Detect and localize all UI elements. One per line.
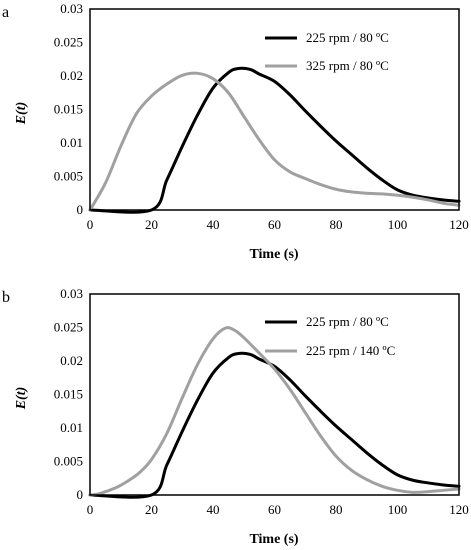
y-tick-label-a-5: 0.025 <box>54 35 83 50</box>
y-tick-label-a-6: 0.03 <box>60 1 83 16</box>
x-tick-label-a-0: 0 <box>87 217 94 232</box>
chart-panel-a: a 0 0.005 0.01 0.015 0.02 0.025 0.03 0 20 40 60 80… <box>2 1 469 262</box>
x-tick-label-a-6: 120 <box>449 217 469 232</box>
x-tick-label-b-2: 40 <box>207 502 220 517</box>
x-tick-label-b-0: 0 <box>87 502 94 517</box>
series-line-a-0 <box>88 66 461 214</box>
y-tick-label-a-4: 0.02 <box>60 68 83 83</box>
x-tick-label-b-4: 80 <box>330 502 343 517</box>
chart-panel-b: b 0 0.005 0.01 0.015 0.02 0.025 0.03 0 20 40 60 80… <box>2 286 469 547</box>
plot-frame-a <box>89 8 460 211</box>
series-line-a-1 <box>88 71 461 212</box>
y-tick-label-b-4: 0.02 <box>60 353 83 368</box>
y-axis-title-a: E(t) <box>14 102 29 126</box>
y-axis-title-b: E(t) <box>14 387 29 411</box>
series-line-b-1 <box>88 326 461 497</box>
y-tick-label-b-1: 0.005 <box>54 454 83 469</box>
panel-letter-a: a <box>2 4 9 21</box>
legend-label-a-1: 325 rpm / 80 ºC <box>306 58 389 73</box>
x-tick-label-a-1: 20 <box>145 217 158 232</box>
legend-label-b-0: 225 rpm / 80 ºC <box>306 314 389 329</box>
y-tick-label-a-0: 0 <box>77 202 84 217</box>
y-tick-label-a-1: 0.005 <box>54 169 83 184</box>
series-line-b-0 <box>88 351 461 499</box>
x-axis-title-a: Time (s) <box>249 247 298 262</box>
legend-b: 225 rpm / 80 ºC 225 rpm / 140 ºC <box>265 314 395 358</box>
legend-label-a-0: 225 rpm / 80 ºC <box>306 30 389 45</box>
legend-label-b-1: 225 rpm / 140 ºC <box>306 343 395 358</box>
x-tick-label-b-1: 20 <box>145 502 158 517</box>
y-tick-label-a-3: 0.015 <box>54 102 83 117</box>
y-tick-label-b-3: 0.015 <box>54 387 83 402</box>
x-tick-label-b-6: 120 <box>449 502 469 517</box>
x-tick-label-b-3: 60 <box>268 502 281 517</box>
x-axis-title-b: Time (s) <box>249 532 298 547</box>
y-tick-label-a-2: 0.01 <box>60 135 83 150</box>
y-tick-label-b-5: 0.025 <box>54 320 83 335</box>
y-tick-label-b-2: 0.01 <box>60 420 83 435</box>
x-tick-label-a-2: 40 <box>207 217 220 232</box>
y-tick-label-b-6: 0.03 <box>60 286 83 301</box>
x-tick-label-b-5: 100 <box>388 502 408 517</box>
panel-letter-b: b <box>2 289 10 306</box>
x-tick-label-a-3: 60 <box>268 217 281 232</box>
y-tick-label-b-0: 0 <box>77 487 84 502</box>
x-tick-label-a-5: 100 <box>388 217 408 232</box>
legend-a: 225 rpm / 80 ºC 325 rpm / 80 ºC <box>265 30 389 73</box>
plot-frame-b <box>89 293 460 496</box>
x-tick-label-a-4: 80 <box>330 217 343 232</box>
